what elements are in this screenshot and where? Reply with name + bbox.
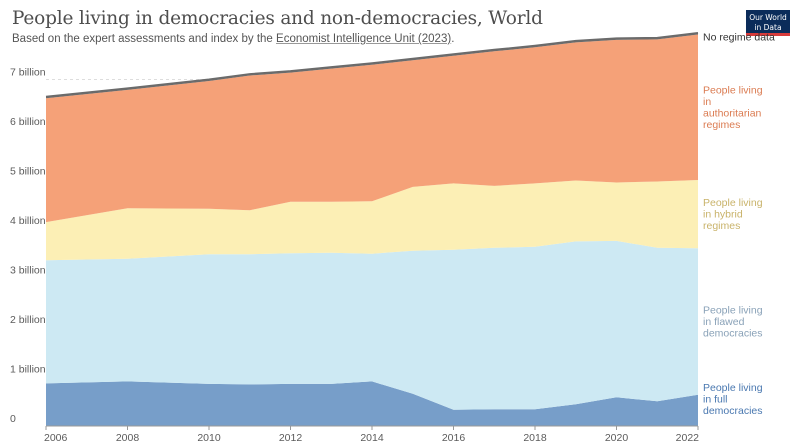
chart-subtitle: Based on the expert assessments and inde…: [12, 33, 454, 45]
legend-label-0-line-1: in full: [703, 394, 728, 406]
subtitle-end: .: [451, 33, 455, 45]
x-tick-label-4: 2014: [360, 432, 384, 444]
legend-label-1-line-2: democracies: [703, 328, 763, 340]
legend-label-2-line-1: in hybrid: [703, 209, 743, 221]
legend-label-3-line-2: authoritarian: [703, 107, 762, 119]
y-tick-label-6: 6 billion: [10, 116, 46, 128]
owid-logo[interactable]: Our World in Data: [746, 10, 790, 36]
legend-label-3-line-3: regimes: [703, 119, 740, 131]
area-series-0[interactable]: [46, 381, 698, 426]
y-tick-label-4: 4 billion: [10, 215, 46, 227]
subtitle-text: Based on the expert assessments and inde…: [12, 33, 277, 45]
x-axis: 2006 2008 2010 2012 2014 2016 2018 2020 2022: [44, 425, 700, 444]
area-series-4[interactable]: [46, 33, 698, 99]
logo-line-1: Our World: [749, 13, 787, 22]
x-tick-label-5: 2016: [442, 432, 466, 444]
x-tick-label-2: 2010: [197, 432, 221, 444]
legend-label-0-line-0: People living: [703, 382, 763, 394]
y-tick-label-5: 5 billion: [10, 166, 46, 178]
y-tick-label-2: 2 billion: [10, 314, 46, 326]
area-series-3[interactable]: [46, 34, 698, 223]
legend-label-4: No regime data: [703, 31, 775, 43]
area-series-1[interactable]: [46, 240, 698, 410]
y-axis: 0 1 billion 2 billion 3 billion 4 billion 5 b…: [10, 67, 46, 426]
legend-label-2-line-2: regimes: [703, 220, 740, 232]
legend-label-1-line-1: in flawed: [703, 316, 745, 328]
legend-label-1: People living in flawed democracies: [703, 305, 763, 340]
chart-title: People living in democracies and non-dem…: [12, 8, 543, 29]
x-tick-label-8: 2022: [676, 432, 700, 444]
source-link[interactable]: Economist Intelligence Unit (2023): [276, 33, 452, 45]
y-tick-label-0: 0: [10, 413, 16, 425]
legend-label-3: People living in authoritarian regimes: [703, 84, 763, 131]
legend-label-0-line-2: democracies: [703, 405, 763, 417]
y-tick-label-3: 3 billion: [10, 265, 46, 277]
legend-label-3-line-1: in: [703, 96, 711, 108]
legend-label-2: People living in hybrid regimes: [703, 197, 763, 232]
x-tick-label-1: 2008: [116, 432, 140, 444]
top-outline: [45, 32, 699, 98]
legend-label-2-line-0: People living: [703, 197, 763, 209]
logo-line-2: in Data: [754, 23, 782, 32]
area-series-2[interactable]: [46, 180, 698, 261]
legend-label-1-line-0: People living: [703, 305, 763, 317]
legend-label-4-line-0: No regime data: [703, 31, 775, 43]
legend-label-0: People living in full democracies: [703, 382, 763, 417]
area-series: [45, 32, 699, 426]
y-tick-label-1: 1 billion: [10, 364, 46, 376]
x-tick-label-6: 2018: [523, 432, 547, 444]
x-tick-label-0: 2006: [44, 432, 68, 444]
legend-label-3-line-0: People living: [703, 84, 763, 96]
x-tick-label-3: 2012: [279, 432, 303, 444]
y-tick-label-7: 7 billion: [10, 67, 46, 79]
x-tick-label-7: 2020: [605, 432, 629, 444]
